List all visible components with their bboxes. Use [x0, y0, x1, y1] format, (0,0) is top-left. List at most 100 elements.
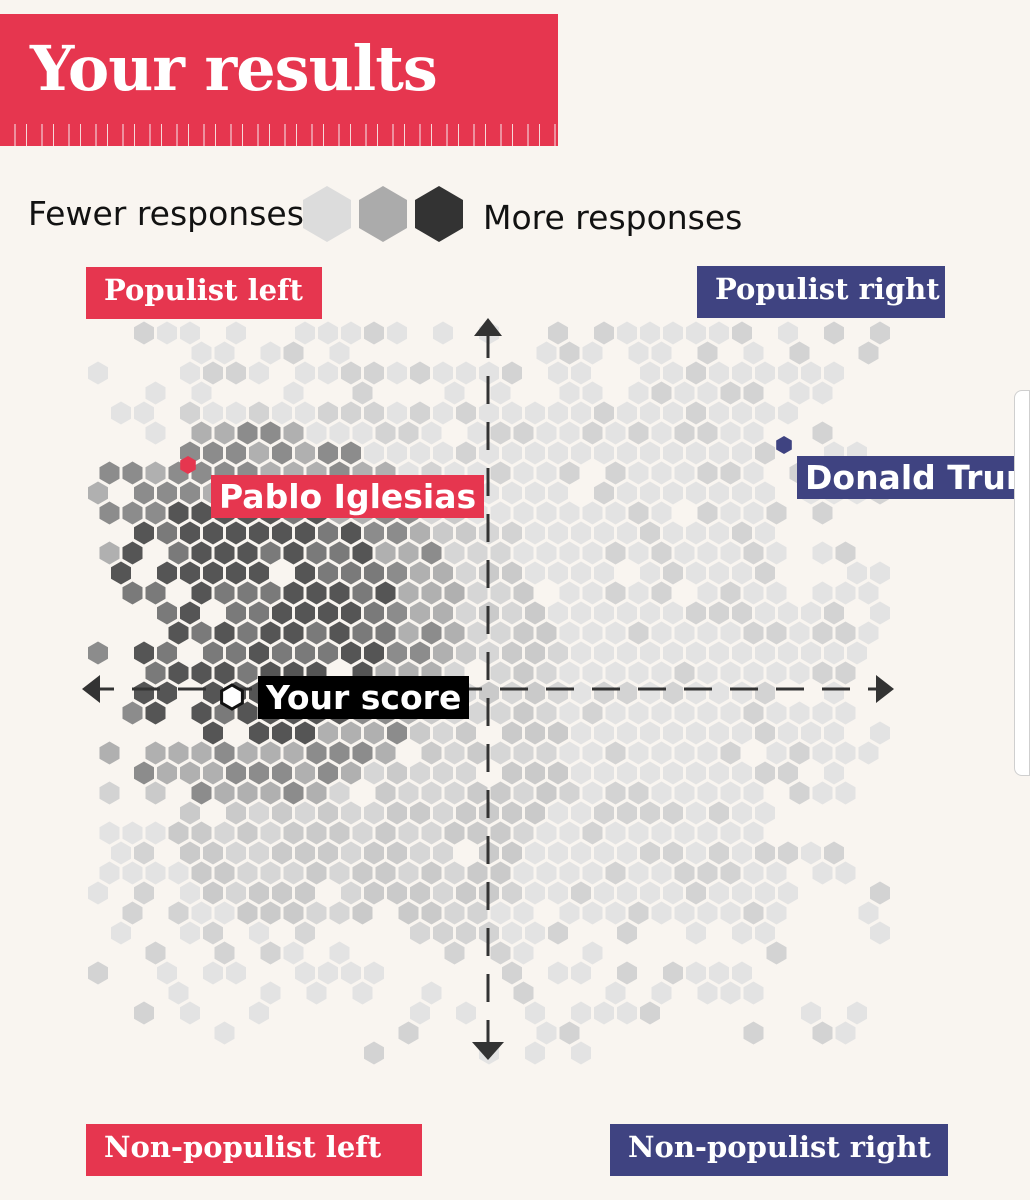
- hex-cell: [755, 681, 775, 705]
- hex-cell: [628, 821, 649, 845]
- hex-cell: [743, 541, 764, 565]
- hex-cell: [168, 541, 189, 565]
- hex-cell: [145, 861, 166, 885]
- hex-cell: [203, 401, 223, 425]
- hex-cell: [755, 921, 775, 945]
- legend-swatch-mid: [359, 186, 407, 242]
- hex-cell: [824, 601, 844, 625]
- hex-cell: [180, 601, 200, 625]
- hex-cell: [743, 661, 764, 685]
- hex-cell: [513, 821, 534, 845]
- hex-cell: [686, 361, 706, 385]
- hex-cell: [812, 621, 833, 645]
- hex-cell: [732, 521, 752, 545]
- hex-cell: [145, 421, 166, 445]
- hex-cell: [203, 361, 223, 385]
- hex-cell: [743, 381, 764, 405]
- hex-cell: [766, 741, 787, 765]
- x-axis-arrow-right: [876, 675, 894, 703]
- hex-cell: [502, 881, 522, 905]
- hex-cell: [260, 821, 281, 845]
- hex-cell: [387, 361, 407, 385]
- hex-cell: [513, 461, 534, 485]
- hex-cell: [513, 861, 534, 885]
- hex-cell: [122, 541, 143, 565]
- hex-cell: [502, 721, 522, 745]
- hex-cell: [306, 861, 327, 885]
- hex-cell: [272, 641, 292, 665]
- hex-cell: [467, 541, 488, 565]
- legend-fewer-label: Fewer responses: [28, 194, 304, 233]
- hex-cell: [617, 401, 637, 425]
- hex-cell: [260, 581, 281, 605]
- hex-cell: [755, 761, 775, 785]
- hex-cell: [663, 761, 683, 785]
- hex-cell: [364, 361, 384, 385]
- hex-cell: [870, 561, 890, 585]
- hex-cell: [306, 981, 327, 1005]
- hex-cell: [582, 661, 603, 685]
- hex-cell: [640, 641, 660, 665]
- hex-cell: [571, 1001, 591, 1025]
- hex-cell: [191, 821, 212, 845]
- scrollbar[interactable]: [1014, 390, 1030, 776]
- hex-cell: [709, 681, 729, 705]
- hex-cell: [559, 381, 580, 405]
- hex-cell: [456, 801, 476, 825]
- hex-cell: [571, 801, 591, 825]
- hex-cell: [145, 581, 166, 605]
- hex-cell: [111, 561, 131, 585]
- hex-cell: [283, 581, 304, 605]
- axes: [86, 330, 882, 1052]
- hex-cell: [283, 541, 304, 565]
- hex-cell: [387, 641, 407, 665]
- hex-cell: [433, 721, 453, 745]
- hex-cell: [272, 761, 292, 785]
- hex-cell: [375, 541, 396, 565]
- hex-cell: [720, 661, 741, 685]
- hex-cell: [329, 821, 350, 845]
- hex-cell: [720, 701, 741, 725]
- hex-cell: [375, 621, 396, 645]
- hex-cell: [318, 321, 338, 345]
- hex-cell: [663, 321, 683, 345]
- hex-cell: [720, 541, 741, 565]
- hex-cell: [686, 721, 706, 745]
- hex-cell: [134, 401, 154, 425]
- hex-cell: [421, 821, 442, 845]
- quadrant-label-populist-left: Populist left: [86, 267, 322, 319]
- hex-cell: [134, 481, 154, 505]
- hex-cell: [226, 441, 246, 465]
- hex-cell: [571, 601, 591, 625]
- hex-cell: [456, 1001, 476, 1025]
- hex-cell: [214, 861, 235, 885]
- hex-cell: [99, 781, 120, 805]
- hex-cell: [490, 501, 511, 525]
- hex-cell: [352, 901, 373, 925]
- hex-cell: [617, 961, 637, 985]
- hex-cell: [249, 401, 269, 425]
- hex-cell: [456, 521, 476, 545]
- hex-cell: [732, 961, 752, 985]
- hex-cell: [697, 581, 718, 605]
- hex-cell: [249, 761, 269, 785]
- hex-cell: [502, 441, 522, 465]
- hex-cell: [134, 841, 154, 865]
- hex-cell: [755, 841, 775, 865]
- hex-cell: [237, 861, 258, 885]
- hex-cell: [134, 641, 154, 665]
- hex-cell: [663, 601, 683, 625]
- hex-cell: [364, 761, 384, 785]
- hex-cell: [743, 621, 764, 645]
- hex-cell: [180, 521, 200, 545]
- marker-pablo-iglesias: [180, 456, 196, 474]
- hex-cell: [824, 841, 844, 865]
- legend-swatches: [303, 186, 463, 242]
- hex-cell: [582, 941, 603, 965]
- hex-cell: [249, 641, 269, 665]
- hex-cell: [536, 741, 557, 765]
- hex-cell: [387, 841, 407, 865]
- hex-cell: [467, 741, 488, 765]
- hex-cell: [306, 901, 327, 925]
- hex-cell: [858, 341, 879, 365]
